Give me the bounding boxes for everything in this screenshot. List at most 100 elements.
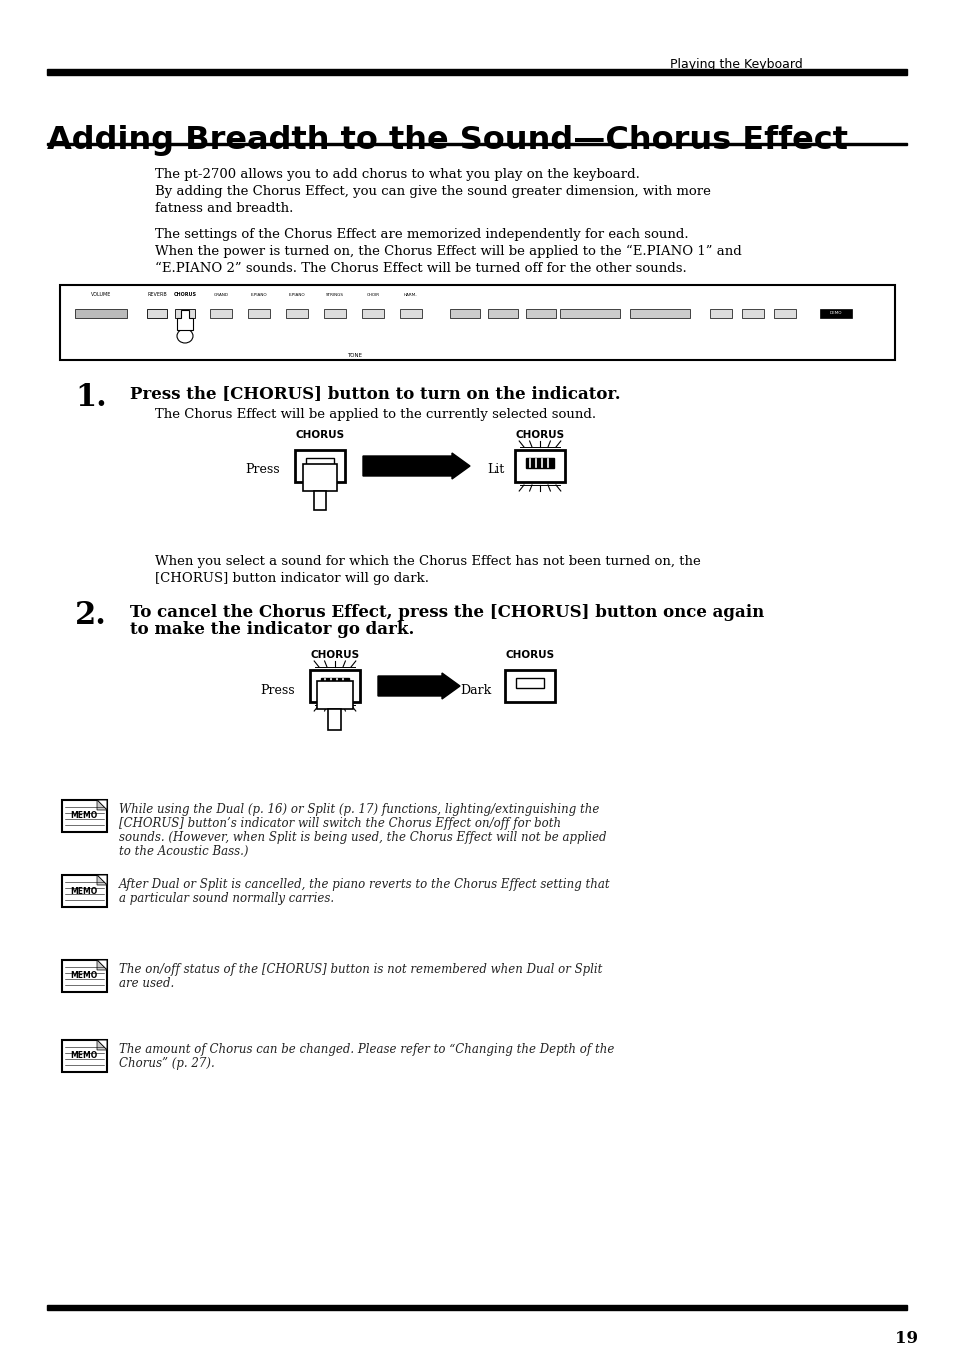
Text: TONE: TONE xyxy=(347,353,362,358)
Polygon shape xyxy=(97,800,107,811)
Bar xyxy=(516,678,543,688)
Text: [CHORUS] button’s indicator will switch the Chorus Effect on/off for both: [CHORUS] button’s indicator will switch … xyxy=(119,817,560,830)
Text: Playing the Keyboard: Playing the Keyboard xyxy=(669,58,801,72)
Bar xyxy=(75,309,127,317)
Bar xyxy=(286,309,308,317)
Bar xyxy=(361,309,384,317)
Bar xyxy=(306,458,334,467)
Text: DEMO: DEMO xyxy=(829,311,841,315)
Text: Dark: Dark xyxy=(460,684,492,697)
Polygon shape xyxy=(303,465,336,490)
Bar xyxy=(210,309,232,317)
Text: REVERB: REVERB xyxy=(147,292,167,297)
Text: HARM-: HARM- xyxy=(404,293,417,297)
Text: Press the [CHORUS] button to turn on the indicator.: Press the [CHORUS] button to turn on the… xyxy=(130,385,620,403)
Text: The on/off status of the [CHORUS] button is not remembered when Dual or Split: The on/off status of the [CHORUS] button… xyxy=(119,963,601,975)
Text: While using the Dual (p. 16) or Split (p. 17) functions, lighting/extinguishing : While using the Dual (p. 16) or Split (p… xyxy=(119,802,598,816)
Text: a particular sound normally carries.: a particular sound normally carries. xyxy=(119,892,334,905)
Bar xyxy=(450,309,479,317)
Text: Press: Press xyxy=(260,684,294,697)
Polygon shape xyxy=(97,875,107,885)
Polygon shape xyxy=(314,490,326,509)
Polygon shape xyxy=(316,681,353,709)
Bar xyxy=(525,458,554,467)
Polygon shape xyxy=(97,961,107,970)
Bar xyxy=(60,285,894,359)
Text: By adding the Chorus Effect, you can give the sound greater dimension, with more: By adding the Chorus Effect, you can giv… xyxy=(154,185,710,199)
Bar xyxy=(248,309,270,317)
Bar xyxy=(62,800,107,832)
Bar xyxy=(709,309,731,317)
Bar xyxy=(559,309,619,317)
Bar xyxy=(504,670,555,703)
Text: MEMO: MEMO xyxy=(71,1051,97,1061)
Polygon shape xyxy=(97,1040,107,1050)
Text: The Chorus Effect will be applied to the currently selected sound.: The Chorus Effect will be applied to the… xyxy=(154,408,596,422)
Text: When the power is turned on, the Chorus Effect will be applied to the “E.PIANO 1: When the power is turned on, the Chorus … xyxy=(154,245,741,258)
Bar xyxy=(525,309,556,317)
Text: Chorus” (p. 27).: Chorus” (p. 27). xyxy=(119,1056,214,1070)
Bar xyxy=(47,143,906,145)
Text: The amount of Chorus can be changed. Please refer to “Changing the Depth of the: The amount of Chorus can be changed. Ple… xyxy=(119,1043,614,1056)
Text: After Dual or Split is cancelled, the piano reverts to the Chorus Effect setting: After Dual or Split is cancelled, the pi… xyxy=(119,878,610,892)
Bar xyxy=(62,961,107,992)
Text: 2.: 2. xyxy=(75,600,107,631)
Bar xyxy=(741,309,763,317)
Text: E.PIANO: E.PIANO xyxy=(251,293,267,297)
Bar xyxy=(820,309,851,317)
Text: sounds. (However, when Split is being used, the Chorus Effect will not be applie: sounds. (However, when Split is being us… xyxy=(119,831,606,844)
Text: Press: Press xyxy=(245,463,280,476)
Bar xyxy=(62,1040,107,1071)
Polygon shape xyxy=(97,1040,107,1050)
Text: VOLUME: VOLUME xyxy=(91,292,112,297)
Bar xyxy=(488,309,517,317)
Text: CHOIR: CHOIR xyxy=(366,293,379,297)
Text: 1.: 1. xyxy=(75,382,107,413)
Bar xyxy=(62,875,107,907)
Bar xyxy=(47,1305,906,1310)
Text: CHORUS: CHORUS xyxy=(310,650,359,661)
Text: The settings of the Chorus Effect are memorized independently for each sound.: The settings of the Chorus Effect are me… xyxy=(154,228,688,240)
Bar xyxy=(47,69,906,76)
Text: “E.PIANO 2” sounds. The Chorus Effect will be turned off for the other sounds.: “E.PIANO 2” sounds. The Chorus Effect wi… xyxy=(154,262,686,276)
Text: To cancel the Chorus Effect, press the [CHORUS] button once again: To cancel the Chorus Effect, press the [… xyxy=(130,604,763,621)
Bar xyxy=(629,309,689,317)
FancyArrow shape xyxy=(377,673,459,698)
Bar xyxy=(324,309,346,317)
Text: MEMO: MEMO xyxy=(71,971,97,981)
Text: CHORUS: CHORUS xyxy=(505,650,554,661)
Polygon shape xyxy=(177,309,193,330)
Text: MEMO: MEMO xyxy=(71,812,97,820)
Text: to make the indicator go dark.: to make the indicator go dark. xyxy=(130,621,414,638)
Text: [CHORUS] button indicator will go dark.: [CHORUS] button indicator will go dark. xyxy=(154,571,429,585)
Text: to the Acoustic Bass.): to the Acoustic Bass.) xyxy=(119,844,248,858)
Text: are used.: are used. xyxy=(119,977,174,990)
Bar xyxy=(174,309,194,317)
Text: Lit: Lit xyxy=(487,463,504,476)
Polygon shape xyxy=(328,709,341,730)
Bar xyxy=(515,450,564,482)
Text: E.PIANO: E.PIANO xyxy=(289,293,305,297)
Ellipse shape xyxy=(177,330,193,343)
Polygon shape xyxy=(97,800,107,811)
Text: STRINGS: STRINGS xyxy=(326,293,344,297)
Text: GRAND: GRAND xyxy=(213,293,229,297)
Bar xyxy=(294,450,345,482)
Text: 19: 19 xyxy=(895,1329,918,1347)
Text: MEMO: MEMO xyxy=(71,886,97,896)
Bar xyxy=(147,309,167,317)
Bar xyxy=(320,678,349,688)
Bar xyxy=(310,670,359,703)
Text: CHORUS: CHORUS xyxy=(515,430,564,440)
Text: CHORUS: CHORUS xyxy=(173,292,196,297)
Text: fatness and breadth.: fatness and breadth. xyxy=(154,203,294,215)
Text: CHORUS: CHORUS xyxy=(295,430,344,440)
Polygon shape xyxy=(97,875,107,885)
Bar xyxy=(773,309,795,317)
Bar xyxy=(399,309,421,317)
Text: Adding Breadth to the Sound—Chorus Effect: Adding Breadth to the Sound—Chorus Effec… xyxy=(47,126,847,155)
Polygon shape xyxy=(97,961,107,970)
Text: When you select a sound for which the Chorus Effect has not been turned on, the: When you select a sound for which the Ch… xyxy=(154,555,700,567)
FancyArrow shape xyxy=(363,453,470,480)
Text: The pt-2700 allows you to add chorus to what you play on the keyboard.: The pt-2700 allows you to add chorus to … xyxy=(154,168,639,181)
